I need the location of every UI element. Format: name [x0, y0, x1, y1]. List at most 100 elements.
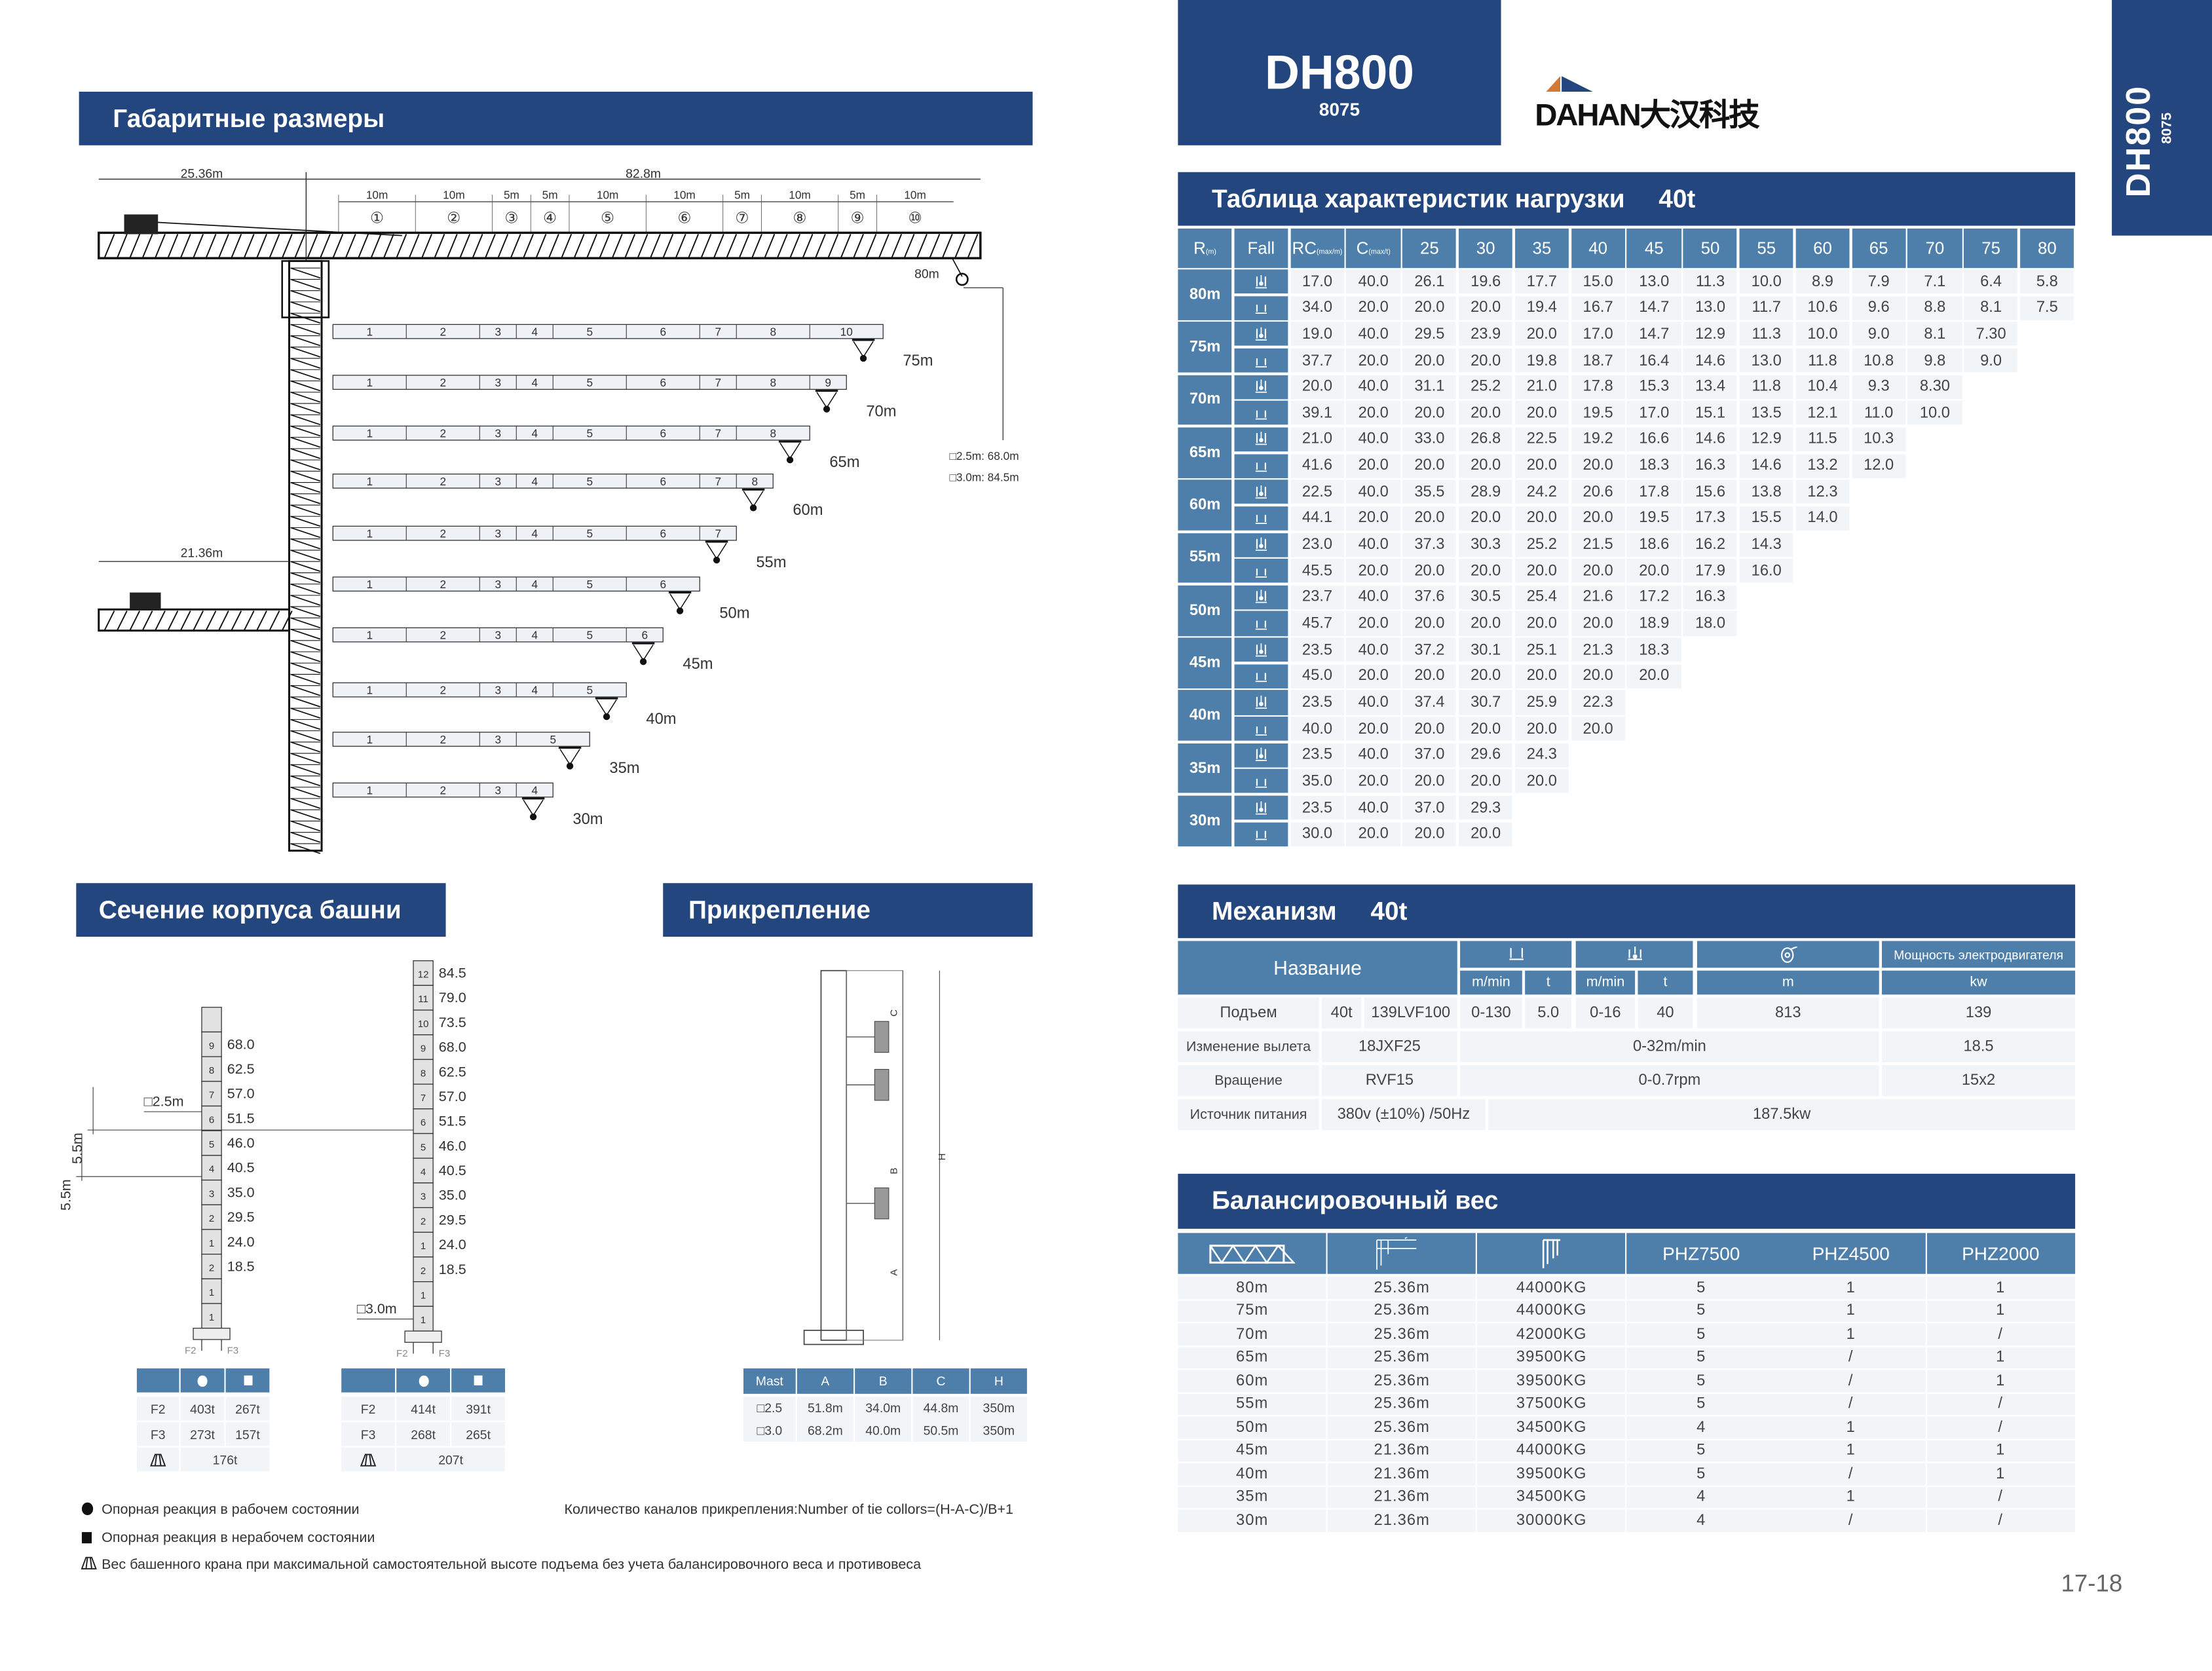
load-capacity-value: 20.0 — [1402, 559, 1457, 584]
note-nonworking: Опорная реакция в нерабочем состоянии — [81, 1531, 375, 1546]
jib-config-bar — [332, 732, 590, 747]
ballast-title: Балансировочный вес — [1212, 1186, 1499, 1215]
mast-diagonal — [290, 436, 321, 448]
load-capacity-value: 20.0 — [1514, 611, 1569, 636]
load-capacity-value: 11.3 — [1739, 322, 1793, 347]
load-capacity-value: 8.8 — [1907, 295, 1962, 320]
load-capacity-value: 13.2 — [1795, 453, 1850, 478]
load-c-value: 40.0 — [1346, 585, 1400, 610]
mast-section — [201, 1007, 222, 1033]
reaction-header-blank — [136, 1368, 179, 1393]
attachment-header-mast: Mast — [743, 1368, 796, 1394]
fall-cell — [1234, 533, 1288, 557]
jib-config-segment-label: 1 — [366, 684, 373, 697]
load-capacity-value: 9.0 — [1851, 322, 1906, 347]
jib-truss-diagonal — [510, 234, 521, 259]
mast-section — [201, 1031, 222, 1057]
jib-truss-diagonal — [307, 234, 318, 259]
load-capacity-value: 10.4 — [1795, 375, 1850, 399]
jib-config-segment-label: 3 — [495, 427, 501, 440]
load-capacity-value: 19.5 — [1627, 506, 1681, 531]
load-capacity-value: 10.0 — [1907, 401, 1962, 426]
jib-truss-diagonal — [484, 234, 496, 259]
ballast-cell: 39500KG — [1477, 1370, 1626, 1392]
jib-config-segment-label: 5 — [586, 527, 593, 540]
ballast-cell: 25.36m — [1327, 1370, 1476, 1392]
attachment-cell: 350m — [970, 1419, 1027, 1442]
load-capacity-value: 5.8 — [2020, 269, 2074, 294]
two-fall-icon — [1255, 620, 1267, 630]
hoist-load1: 5.0 — [1525, 997, 1572, 1029]
load-capacity-value: 37.2 — [1402, 637, 1457, 662]
mast-diagonal — [290, 775, 321, 787]
short-counter-jib-diagonal — [243, 610, 255, 631]
hook-rope-icon — [669, 593, 690, 610]
load-capacity-value: 25.1 — [1514, 637, 1569, 662]
jib-config-segment-label: 2 — [440, 427, 446, 440]
jib-config-segment-label: 4 — [531, 684, 538, 697]
mast-section-number: 3 — [421, 1192, 426, 1203]
hook-rope-icon — [633, 644, 654, 662]
load-capacity-value: 7.5 — [2020, 295, 2074, 320]
ballast-cell: 25.36m — [1327, 1346, 1476, 1369]
side-tab-code: 8075 — [2160, 112, 2176, 144]
fall-cell — [1234, 506, 1288, 531]
ballast-cell: 5 — [1626, 1277, 1776, 1299]
four-fall-icon — [1255, 537, 1267, 551]
ballast-cell: 44000KG — [1477, 1300, 1626, 1323]
mast-diagonal — [290, 448, 321, 459]
load-capacity-value: 20.0 — [1571, 717, 1625, 742]
jib-segment-length-label: 10m — [904, 189, 926, 202]
jib-truss-diagonal — [662, 234, 674, 259]
mast-section-height: 73.5 — [439, 1015, 466, 1030]
jib-truss-diagonal — [116, 234, 128, 259]
mast-section-number: 1 — [421, 1241, 426, 1252]
ballast-cell: 5 — [1626, 1346, 1776, 1369]
load-row-radius-75m: 75m — [1178, 322, 1232, 373]
jib-config-segment-label: 4 — [531, 527, 538, 540]
two-fall-icon — [1255, 831, 1267, 840]
ballast-header-weight — [1477, 1233, 1626, 1274]
ballast-cell: 39500KG — [1477, 1346, 1626, 1369]
load-capacity-value: 37.6 — [1402, 585, 1457, 610]
jib-config-segment-label: 5 — [586, 376, 593, 389]
note-working: Опорная реакция в рабочем состоянии — [81, 1502, 360, 1518]
mast-section-number: 12 — [418, 969, 429, 981]
jib-truss-diagonal — [865, 234, 877, 259]
jib-truss-diagonal — [751, 234, 762, 259]
jib-truss-diagonal — [738, 234, 750, 259]
mechanism-title: Механизм — [1212, 896, 1337, 925]
mast-section-number: 1 — [209, 1287, 214, 1298]
mast-diagonal — [290, 798, 321, 809]
jib-config-segment-label: 6 — [660, 527, 666, 540]
jib-truss-diagonal — [700, 234, 712, 259]
jib-segment-number: ③ — [504, 210, 518, 227]
mast-section-height: 24.0 — [439, 1237, 466, 1252]
hook-icon — [603, 713, 610, 721]
jib-config-radius-label: 60m — [793, 502, 823, 519]
load-row-radius-35m: 35m — [1178, 743, 1232, 794]
load-row-radius-30m: 30m — [1178, 795, 1232, 846]
four-fall-icon — [1255, 695, 1267, 709]
fall-cell — [1234, 479, 1288, 504]
trolley-model: 18JXF25 — [1322, 1031, 1457, 1062]
jib-truss-diagonal — [396, 234, 407, 259]
ballast-cell: / — [1926, 1416, 2075, 1438]
reaction-header-blank — [341, 1368, 396, 1393]
mast-section-number: 8 — [421, 1068, 426, 1079]
load-c-value: 40.0 — [1346, 479, 1400, 504]
mast-section-number: 6 — [421, 1117, 426, 1129]
force-label: F2 — [396, 1348, 408, 1359]
reaction-row-label: F2 — [341, 1397, 396, 1421]
load-capacity-value: 11.5 — [1795, 427, 1850, 452]
mast-section — [413, 1034, 434, 1061]
force-label: F3 — [439, 1348, 451, 1359]
ballast-cell: 44000KG — [1477, 1277, 1626, 1299]
load-capacity-value: 20.0 — [1514, 453, 1569, 478]
two-fall-icon — [1255, 778, 1267, 788]
power-supply-value: 380v (±10%) /50Hz — [1322, 1098, 1486, 1131]
nonworking-state-header — [451, 1368, 506, 1393]
short-counter-jib-winch — [130, 592, 161, 610]
load-capacity-value: 9.8 — [1907, 348, 1962, 373]
